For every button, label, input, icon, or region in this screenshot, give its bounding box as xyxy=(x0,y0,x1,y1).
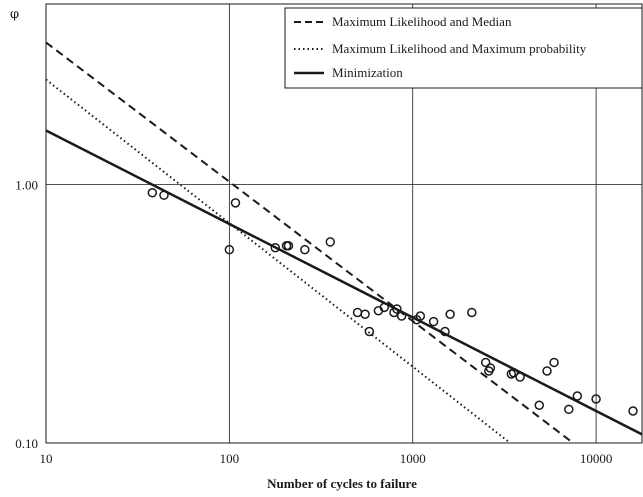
legend-label-maxprob: Maximum Likelihood and Maximum probabili… xyxy=(332,41,587,56)
data-point xyxy=(224,244,235,255)
fit-line-dashed xyxy=(45,41,574,444)
data-points xyxy=(147,188,638,416)
x-tick-label: 100 xyxy=(220,451,240,466)
legend: Maximum Likelihood and Median Maximum Li… xyxy=(284,7,643,89)
x-tick-labels: 10 100 1000 10000 xyxy=(40,451,613,466)
data-point xyxy=(508,368,519,378)
y-tick-label: 0.10 xyxy=(15,436,38,451)
data-point xyxy=(325,237,336,247)
data-point xyxy=(440,326,450,337)
fit-lines xyxy=(45,41,643,444)
data-point xyxy=(542,366,552,376)
data-point xyxy=(534,400,545,410)
data-point xyxy=(628,406,638,416)
legend-box xyxy=(284,7,643,89)
data-point xyxy=(515,372,525,382)
data-point xyxy=(379,302,390,313)
fit-line-dotted xyxy=(45,78,511,444)
data-point xyxy=(147,188,158,198)
data-point xyxy=(360,309,370,319)
data-point xyxy=(270,242,281,253)
legend-label-minimization: Minimization xyxy=(332,65,403,80)
data-point xyxy=(283,240,294,251)
y-tick-labels: 0.10 1.00 xyxy=(15,178,38,451)
data-point xyxy=(485,363,496,373)
y-tick-label: 1.00 xyxy=(15,178,38,193)
data-point xyxy=(564,404,574,415)
x-axis-label: Number of cycles to failure xyxy=(267,476,417,491)
data-point xyxy=(352,307,363,318)
legend-label-median: Maximum Likelihood and Median xyxy=(332,14,512,29)
data-point xyxy=(549,357,559,368)
data-point xyxy=(445,309,455,319)
y-axis-label: φ xyxy=(10,7,19,22)
data-point xyxy=(572,391,583,401)
data-point xyxy=(364,326,375,337)
x-tick-label: 10000 xyxy=(580,451,613,466)
data-point xyxy=(467,307,477,318)
data-point xyxy=(300,244,310,255)
plot-frame xyxy=(45,3,643,444)
data-point xyxy=(480,357,491,368)
x-tick-label: 1000 xyxy=(400,451,426,466)
data-point xyxy=(230,198,241,208)
fit-line-solid xyxy=(45,129,643,436)
data-point xyxy=(159,190,169,200)
data-point xyxy=(591,394,601,404)
data-point xyxy=(392,304,402,314)
data-point xyxy=(396,311,407,321)
data-point xyxy=(428,316,439,327)
data-point xyxy=(415,311,426,321)
x-tick-label: 10 xyxy=(40,451,53,466)
